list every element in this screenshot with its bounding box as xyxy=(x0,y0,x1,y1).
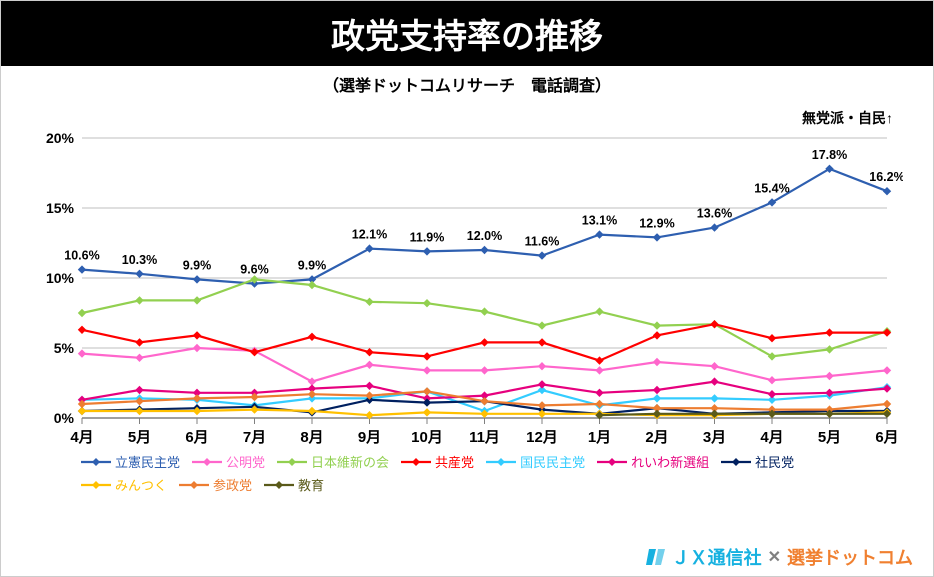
legend-swatch xyxy=(192,456,222,468)
svg-text:15.4%: 15.4% xyxy=(754,181,789,195)
senkyo-logo: 選挙ドットコム xyxy=(787,544,913,570)
legend-item: みんつく xyxy=(81,475,167,494)
legend-label: 公明党 xyxy=(226,452,265,471)
svg-text:17.8%: 17.8% xyxy=(812,148,847,162)
svg-text:7月: 7月 xyxy=(243,429,266,446)
legend-swatch xyxy=(81,456,111,468)
legend-item: 教育 xyxy=(264,475,324,494)
legend-label: みんつく xyxy=(115,475,167,494)
footer-logos: ＪＸ通信社 ✕ 選挙ドットコム xyxy=(646,544,913,570)
legend-swatch xyxy=(179,479,209,491)
legend-item: 社民党 xyxy=(721,452,794,471)
chart-title: 政党支持率の推移 xyxy=(331,18,603,56)
svg-text:0%: 0% xyxy=(54,410,75,426)
svg-text:12月: 12月 xyxy=(526,429,558,446)
svg-text:1月: 1月 xyxy=(588,429,611,446)
svg-text:3月: 3月 xyxy=(703,429,726,446)
svg-text:8月: 8月 xyxy=(300,429,323,446)
svg-text:10月: 10月 xyxy=(411,429,443,446)
footer-x: ✕ xyxy=(768,547,781,567)
line-chart-svg: 0% 5% 10% 15% 20% 4月 5月 6月 7月 8月 9月 10月 11月 12月 1月 2月 3月… xyxy=(31,108,903,448)
legend-label: れいわ新選組 xyxy=(631,452,709,471)
legend-label: 教育 xyxy=(298,475,324,494)
jx-text: ＪＸ通信社 xyxy=(672,544,762,570)
legend-swatch xyxy=(401,456,431,468)
svg-text:11.9%: 11.9% xyxy=(410,230,445,244)
svg-text:12.1%: 12.1% xyxy=(352,228,387,242)
svg-text:5%: 5% xyxy=(54,340,75,356)
legend-label: 日本維新の会 xyxy=(311,452,389,471)
svg-text:6月: 6月 xyxy=(875,429,898,446)
legend-swatch xyxy=(264,479,294,491)
legend-label: 参政党 xyxy=(213,475,252,494)
chart-area: 無党派・自民↑ 0% 5% 10% 15% 20% 4月 5月 6月 7月 8月 9月 10月 11月 1… xyxy=(31,108,903,448)
legend-label: 共産党 xyxy=(435,452,474,471)
chart-container: 政党支持率の推移 （選挙ドットコムリサーチ 電話調査） 無党派・自民↑ 0% 5%… xyxy=(0,0,934,577)
legend-item: 国民民主党 xyxy=(486,452,585,471)
svg-text:15%: 15% xyxy=(46,200,75,216)
svg-text:13.1%: 13.1% xyxy=(582,214,617,228)
svg-text:10.3%: 10.3% xyxy=(122,253,157,267)
legend: 立憲民主党 公明党 日本維新の会 共産党 国民民主党 れいわ新選組 社民党 みん… xyxy=(81,452,873,494)
legend-item: れいわ新選組 xyxy=(597,452,709,471)
svg-text:9.9%: 9.9% xyxy=(183,258,212,272)
legend-label: 国民民主党 xyxy=(520,452,585,471)
svg-text:16.2%: 16.2% xyxy=(869,170,903,184)
svg-text:12.9%: 12.9% xyxy=(639,216,674,230)
jx-logo: ＪＸ通信社 xyxy=(646,544,762,570)
svg-text:4月: 4月 xyxy=(70,429,93,446)
legend-item: 立憲民主党 xyxy=(81,452,180,471)
legend-label: 立憲民主党 xyxy=(115,452,180,471)
svg-text:11.6%: 11.6% xyxy=(525,235,560,249)
annotation-top-right: 無党派・自民↑ xyxy=(802,108,893,128)
svg-text:20%: 20% xyxy=(46,130,75,146)
svg-text:4月: 4月 xyxy=(760,429,783,446)
svg-text:12.0%: 12.0% xyxy=(467,229,502,243)
title-bar: 政党支持率の推移 xyxy=(1,1,933,66)
svg-text:11月: 11月 xyxy=(469,429,500,446)
svg-text:5月: 5月 xyxy=(128,429,151,446)
svg-text:9月: 9月 xyxy=(358,429,381,446)
svg-text:9.9%: 9.9% xyxy=(298,258,327,272)
legend-item: 公明党 xyxy=(192,452,265,471)
legend-item: 日本維新の会 xyxy=(277,452,389,471)
svg-text:5月: 5月 xyxy=(818,429,841,446)
svg-text:2月: 2月 xyxy=(645,429,668,446)
legend-swatch xyxy=(721,456,751,468)
chart-subtitle: （選挙ドットコムリサーチ 電話調査） xyxy=(1,72,933,96)
jx-logo-icon xyxy=(646,546,668,568)
legend-swatch xyxy=(597,456,627,468)
legend-item: 参政党 xyxy=(179,475,252,494)
svg-text:9.6%: 9.6% xyxy=(240,263,269,277)
svg-text:10%: 10% xyxy=(46,270,75,286)
legend-label: 社民党 xyxy=(755,452,794,471)
legend-swatch xyxy=(486,456,516,468)
svg-text:13.6%: 13.6% xyxy=(697,207,732,221)
legend-swatch xyxy=(277,456,307,468)
svg-text:10.6%: 10.6% xyxy=(64,249,99,263)
legend-swatch xyxy=(81,479,111,491)
svg-text:6月: 6月 xyxy=(185,429,208,446)
legend-item: 共産党 xyxy=(401,452,474,471)
